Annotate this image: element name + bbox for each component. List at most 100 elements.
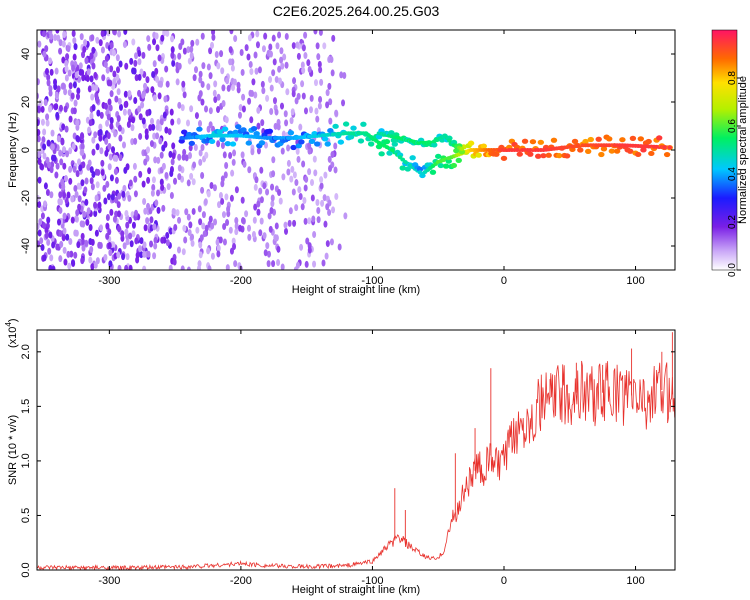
spectrogram-cell [58, 191, 63, 199]
spectrogram-cell [115, 73, 120, 81]
spectrogram-cell [250, 90, 255, 98]
spectrogram-signal-cell [598, 151, 605, 158]
x-tick-label: 0 [501, 275, 507, 287]
spectrogram-cell [91, 170, 96, 178]
spectrogram-cell [271, 170, 276, 178]
spectrogram-cell [85, 75, 90, 83]
spectrogram-cell [283, 221, 288, 229]
spectrogram-cell [177, 153, 182, 161]
spectrogram-cell [44, 45, 49, 53]
spectrogram-cell [292, 171, 297, 179]
spectrogram-cell [194, 66, 199, 74]
spectrogram-cell [308, 106, 313, 114]
spectrogram-cell [216, 106, 221, 114]
spectrogram-cell [260, 80, 265, 88]
spectrogram-cell [149, 140, 154, 148]
spectrogram-cell [292, 219, 297, 227]
spectrogram-signal-cell [332, 123, 339, 129]
snr-y-axis: 0.0 0.5 1.0 1.5 2.0 [20, 344, 675, 578]
spectrogram-cell [61, 40, 66, 48]
spectrogram-cell [68, 82, 73, 90]
spectrogram-cell [253, 183, 258, 191]
spectrogram-cell [52, 154, 57, 162]
spectrogram-cell [230, 169, 235, 177]
y-tick-label: 0 [20, 147, 32, 153]
spectrogram-cell [170, 158, 175, 166]
spectrogram-cell [317, 60, 322, 68]
spectrogram-signal-cell [606, 136, 613, 142]
spectrogram-cell [62, 246, 67, 254]
spectrogram-signal-cell [500, 155, 508, 161]
spectrogram-signal-cell [357, 138, 365, 144]
spectrogram-cell [142, 198, 147, 206]
spectrogram-cell [55, 243, 60, 251]
spectrogram-cell [67, 262, 72, 270]
x-tick-label: 0 [501, 575, 507, 587]
spectrogram-signal-cell [529, 139, 537, 145]
spectrogram-cell [151, 176, 156, 184]
spectrogram-signal-cell [600, 146, 608, 152]
spectrogram-cell [334, 192, 339, 200]
spectrogram-cell [152, 252, 157, 260]
spectrogram-cell [244, 210, 249, 218]
spectrogram-cell [330, 151, 335, 159]
spectrogram-cell [221, 211, 226, 219]
spectrogram-cell [111, 146, 116, 154]
spectrogram-cell [171, 207, 176, 215]
spectrogram-cell [186, 179, 191, 187]
snr-y-label: SNR (10 * v/v) [7, 415, 19, 485]
spectrogram-cell [316, 53, 321, 61]
spectrogram-cell [276, 123, 281, 131]
spectrogram-cell [54, 67, 59, 75]
spectrogram-cell [187, 229, 192, 237]
spectrogram-cell [138, 113, 143, 121]
spectrogram-cell [71, 64, 76, 72]
spectrogram-cell [72, 107, 77, 115]
spectrogram-cell [246, 53, 251, 61]
spectrogram-cell [253, 51, 258, 59]
spectrogram-cell [222, 223, 227, 231]
spectrogram-cell [53, 83, 58, 91]
spectrogram-signal-cell [634, 151, 642, 158]
spectrogram-cell [39, 163, 44, 171]
y-tick-label: 2.0 [20, 344, 32, 359]
spectrogram-signal-cell [445, 158, 452, 164]
spectrogram-cell [154, 199, 159, 207]
spectrogram-cell [139, 68, 144, 76]
spectrogram-cell [242, 160, 247, 168]
spectrogram-cell [76, 182, 81, 190]
spectrogram-cell [82, 210, 87, 218]
spectrogram-signal-cell [308, 138, 316, 144]
spectrogram-cell [217, 201, 222, 209]
spectrogram-cell [93, 71, 98, 79]
spectrogram-cell [182, 224, 187, 232]
spectrogram-y-axis: -40 -20 0 20 40 [20, 48, 675, 254]
spectrogram-cell [228, 58, 233, 66]
spectrogram-cell [83, 186, 88, 194]
spectrogram-cell [114, 196, 119, 204]
spectrogram-cell [172, 258, 177, 266]
spectrogram-cell [190, 39, 195, 47]
spectrogram-cell [225, 77, 230, 85]
spectrogram-cell [219, 50, 224, 58]
spectrogram-cell [109, 117, 114, 125]
spectrogram-cell [307, 147, 312, 155]
spectrogram-cell [189, 172, 194, 180]
colorbar-tick-label: 0.6 [727, 119, 738, 133]
spectrogram-signal-cell [556, 153, 563, 159]
spectrogram-cell [231, 237, 236, 245]
spectrogram-cell [234, 222, 239, 230]
spectrogram-cell [79, 220, 84, 228]
spectrogram-cell [293, 266, 298, 270]
spectrogram-signal-cell [219, 136, 226, 143]
spectrogram-cell [266, 250, 271, 258]
spectrogram-signal-cell [640, 147, 647, 153]
spectrogram-cell [296, 92, 301, 100]
spectrogram-cell [312, 155, 317, 163]
spectrogram-cell [240, 68, 245, 76]
spectrogram-cell [175, 78, 180, 86]
spectrogram-cell [278, 197, 283, 205]
spectrogram-cell [37, 151, 41, 159]
spectrogram-cell [150, 117, 155, 125]
spectrogram-signal-cell [540, 153, 547, 159]
